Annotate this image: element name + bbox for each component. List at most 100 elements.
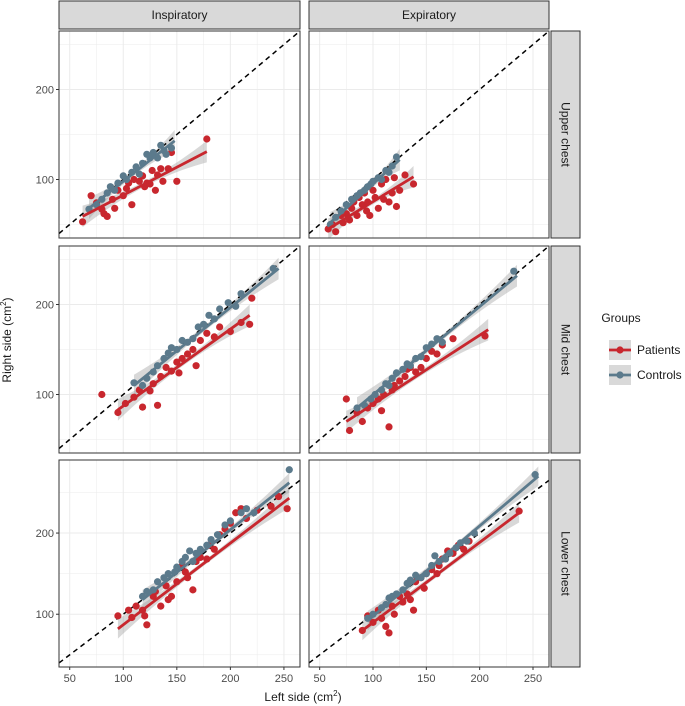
point-patients [332, 228, 340, 236]
point-patients [143, 621, 151, 629]
point-patients [396, 377, 404, 385]
y-axis-title: Right side (cm2) [0, 297, 14, 382]
fit-line-controls [141, 481, 291, 601]
x-tick-label: 250 [275, 673, 293, 685]
point-controls [207, 535, 215, 544]
point-patients [203, 329, 211, 337]
strip-lower-chest [550, 459, 581, 668]
point-patients [135, 177, 143, 185]
identity-line [59, 31, 300, 235]
panel-upper-chest-expiratory [308, 30, 550, 239]
panel-mid-chest-expiratory [308, 245, 550, 454]
y-tick-label: 100 [36, 390, 54, 402]
panel-border [308, 459, 550, 668]
point-patients [283, 505, 291, 513]
point-patients [181, 568, 189, 576]
point-patients [374, 204, 382, 212]
point-patients [114, 408, 122, 417]
point-controls [226, 517, 234, 525]
point-patients [111, 204, 119, 212]
x-tick-label: 150 [168, 673, 186, 685]
point-controls [164, 570, 172, 578]
point-controls [153, 578, 162, 586]
point-patients [412, 368, 420, 376]
point-controls [221, 521, 229, 529]
point-patients [98, 390, 106, 399]
point-patients [148, 166, 156, 175]
point-patients [162, 363, 170, 372]
point-patients [392, 202, 401, 211]
point-controls [135, 170, 143, 178]
point-patients [274, 492, 283, 501]
point-controls [242, 505, 251, 513]
point-patients [417, 363, 425, 372]
y-tick-label: 100 [36, 609, 54, 621]
gridlines [59, 460, 300, 667]
point-patients [409, 606, 418, 614]
panel-border [308, 245, 550, 454]
point-controls [181, 553, 189, 562]
point-patients [232, 509, 240, 517]
point-patients [153, 401, 162, 409]
identity-line [309, 31, 549, 235]
point-controls [213, 531, 222, 539]
strip-inspiratory [58, 0, 301, 30]
panel-border [58, 245, 301, 454]
point-patients [138, 403, 147, 411]
panel-lower-chest-expiratory [308, 459, 550, 668]
x-axis-title: Left side (cm2) [264, 689, 341, 704]
point-patients [87, 192, 95, 200]
point-patients [173, 358, 181, 366]
panel-mid-chest-inspiratory [58, 245, 301, 454]
point-patients [128, 201, 136, 209]
fit-line-patients [361, 511, 520, 632]
fit-line-patients [81, 150, 208, 218]
point-patients [157, 602, 165, 610]
point-patients [78, 218, 87, 226]
point-patients [409, 180, 418, 188]
legend-label: Patients [637, 343, 680, 357]
point-patients [377, 407, 386, 415]
y-tick-label: 200 [36, 528, 54, 540]
point-controls [237, 290, 245, 298]
point-controls [186, 547, 194, 555]
point-patients [196, 336, 204, 345]
x-tick-label: 150 [417, 673, 435, 685]
fit-line-controls [356, 274, 518, 410]
fit-line-patients [117, 314, 251, 411]
point-patients [183, 350, 192, 358]
point-patients [175, 369, 183, 377]
legend: Groups Patients Controls [601, 311, 682, 385]
legend-title: Groups [601, 311, 640, 325]
strip-label-lower-chest: Lower chest [559, 531, 573, 596]
panel-border [58, 459, 301, 668]
legend-entry-controls: Controls [609, 365, 682, 385]
point-controls [205, 311, 213, 319]
point-patients [267, 502, 275, 510]
point-patients [210, 545, 218, 553]
panel-upper-chest-inspiratory [58, 30, 301, 239]
point-patients [141, 612, 149, 620]
x-tick-label: 50 [64, 673, 76, 685]
fit-line-patients [117, 497, 291, 630]
point-patients [248, 294, 256, 302]
point-patients [178, 354, 186, 363]
point-patients [173, 177, 181, 185]
panel-border [58, 30, 301, 239]
point-patients [246, 320, 254, 328]
point-patients [167, 592, 176, 600]
panel-border [308, 30, 550, 239]
strip-mid-chest [550, 245, 581, 454]
point-patients [103, 212, 111, 220]
point-controls [237, 509, 245, 517]
fit-line-controls [133, 267, 280, 387]
point-controls [173, 563, 181, 571]
point-patients [460, 545, 468, 553]
point-patients [390, 381, 398, 390]
point-patients [358, 417, 366, 426]
strip-upper-chest [550, 30, 581, 239]
point-controls [431, 552, 439, 560]
fit-line-controls [366, 475, 540, 622]
strip-label-upper-chest: Upper chest [559, 102, 573, 167]
y-tick-label: 100 [36, 175, 54, 187]
